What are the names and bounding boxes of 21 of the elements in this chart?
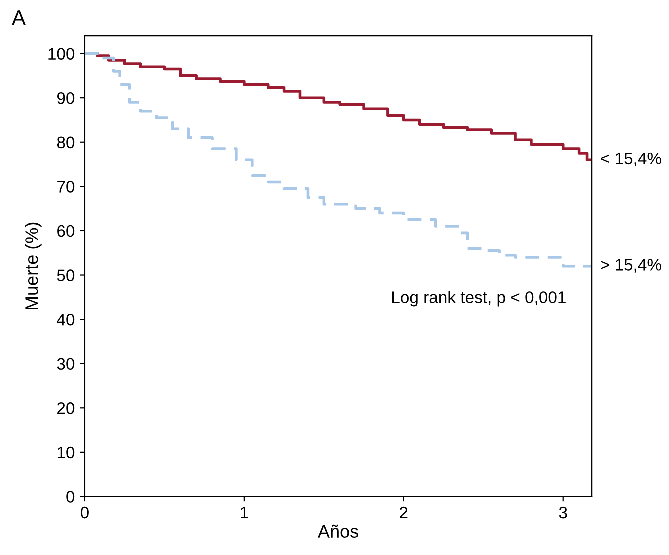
x-axis-title: Años — [318, 524, 358, 538]
y-tick-label: 90 — [57, 92, 75, 104]
x-tick-label: 3 — [559, 506, 568, 519]
y-tick-label: 80 — [57, 136, 75, 149]
y-tick-label: 10 — [58, 446, 75, 459]
annotation: Log rank test, p < 0,001 — [392, 291, 566, 307]
y-tick-label: 70 — [58, 181, 75, 193]
y-tick-label: 20 — [58, 402, 75, 414]
x-tick-label: 2 — [400, 506, 408, 519]
y-tick-label: 50 — [57, 270, 75, 282]
y-tick-label: 100 — [48, 48, 75, 60]
series-label: > 15,4% — [601, 259, 662, 273]
y-tick-label: 0 — [66, 491, 75, 503]
x-tick-label: 0 — [80, 506, 89, 519]
y-tick-label: 30 — [57, 358, 75, 370]
y-tick-label: 60 — [58, 225, 75, 238]
y-tick-label: 40 — [57, 314, 75, 326]
x-tick-label: 1 — [241, 507, 248, 519]
text: A — [12, 10, 26, 25]
y-axis-title: Muerte (%) — [25, 222, 42, 310]
series-label: < 15,4% — [601, 152, 662, 167]
